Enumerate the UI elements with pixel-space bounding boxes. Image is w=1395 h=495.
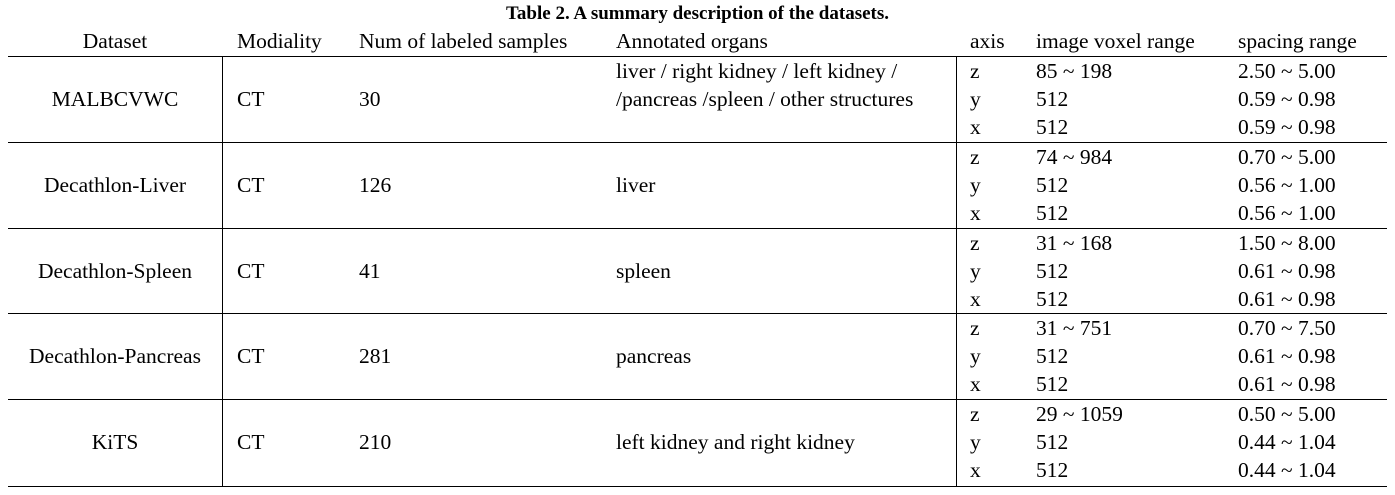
- num-samples-value: 126: [359, 173, 392, 197]
- voxel-y: 512: [1036, 344, 1069, 368]
- header-axis: axis: [970, 29, 1005, 53]
- voxel-z: 85 ~ 198: [1036, 59, 1113, 83]
- axis-x: x: [970, 458, 981, 482]
- rule-vertical-organs: [956, 56, 957, 486]
- organs-value: spleen: [616, 259, 671, 283]
- header-num-samples: Num of labeled samples: [359, 29, 568, 53]
- dataset-name: MALBCVWC: [51, 87, 179, 111]
- header-voxel-range: image voxel range: [1036, 29, 1195, 53]
- dataset-name: Decathlon-Spleen: [37, 259, 193, 283]
- spacing-z: 1.50 ~ 8.00: [1238, 231, 1336, 255]
- dataset-name: Decathlon-Pancreas: [29, 344, 201, 368]
- spacing-z: 0.70 ~ 5.00: [1238, 145, 1336, 169]
- voxel-x: 512: [1036, 287, 1069, 311]
- voxel-z: 31 ~ 751: [1036, 316, 1113, 340]
- spacing-x: 0.61 ~ 0.98: [1238, 372, 1336, 396]
- modality-value: CT: [237, 173, 265, 197]
- spacing-y: 0.44 ~ 1.04: [1238, 430, 1336, 454]
- table-row: Decathlon-Pancreas CT 281 pancreas z y x…: [0, 313, 1395, 399]
- organs-value: liver: [616, 173, 656, 197]
- voxel-x: 512: [1036, 201, 1069, 225]
- axis-z: z: [970, 59, 980, 83]
- voxel-z: 31 ~ 168: [1036, 231, 1113, 255]
- spacing-y: 0.56 ~ 1.00: [1238, 173, 1336, 197]
- spacing-y: 0.59 ~ 0.98: [1238, 87, 1336, 111]
- voxel-x: 512: [1036, 115, 1069, 139]
- modality-value: CT: [237, 430, 265, 454]
- rule-vertical-dataset: [222, 56, 223, 486]
- axis-x: x: [970, 115, 981, 139]
- spacing-x: 0.61 ~ 0.98: [1238, 287, 1336, 311]
- modality-value: CT: [237, 344, 265, 368]
- voxel-z: 29 ~ 1059: [1036, 402, 1123, 426]
- axis-z: z: [970, 316, 980, 340]
- voxel-x: 512: [1036, 458, 1069, 482]
- modality-value: CT: [237, 87, 265, 111]
- header-modality: Modiality: [237, 29, 322, 53]
- voxel-y: 512: [1036, 430, 1069, 454]
- organs-value: left kidney and right kidney: [616, 430, 855, 454]
- axis-y: y: [970, 430, 981, 454]
- num-samples-value: 210: [359, 430, 392, 454]
- organs-value: pancreas: [616, 344, 692, 368]
- table-caption: Table 2. A summary description of the da…: [505, 3, 889, 24]
- header-organs: Annotated organs: [616, 29, 768, 53]
- header-dataset: Dataset: [82, 29, 148, 53]
- spacing-z: 0.50 ~ 5.00: [1238, 402, 1336, 426]
- table-row: Decathlon-Liver CT 126 liver z y x 74 ~ …: [0, 142, 1395, 228]
- header-spacing-range: spacing range: [1238, 29, 1357, 53]
- num-samples-value: 30: [359, 87, 381, 111]
- spacing-x: 0.59 ~ 0.98: [1238, 115, 1336, 139]
- axis-y: y: [970, 173, 981, 197]
- spacing-y: 0.61 ~ 0.98: [1238, 259, 1336, 283]
- modality-value: CT: [237, 259, 265, 283]
- spacing-z: 0.70 ~ 7.50: [1238, 316, 1336, 340]
- voxel-y: 512: [1036, 259, 1069, 283]
- rule-row4-bottom: [8, 399, 1387, 400]
- axis-x: x: [970, 372, 981, 396]
- dataset-name: Decathlon-Liver: [43, 173, 187, 197]
- axis-z: z: [970, 231, 980, 255]
- voxel-y: 512: [1036, 87, 1069, 111]
- voxel-z: 74 ~ 984: [1036, 145, 1113, 169]
- axis-y: y: [970, 344, 981, 368]
- rule-header-bottom: [8, 56, 1387, 57]
- axis-z: z: [970, 145, 980, 169]
- num-samples-value: 281: [359, 344, 392, 368]
- axis-x: x: [970, 201, 981, 225]
- dataset-name: KiTS: [91, 430, 139, 454]
- axis-x: x: [970, 287, 981, 311]
- spacing-z: 2.50 ~ 5.00: [1238, 59, 1336, 83]
- axis-y: y: [970, 259, 981, 283]
- table-row: Decathlon-Spleen CT 41 spleen z y x 31 ~…: [0, 228, 1395, 313]
- spacing-x: 0.56 ~ 1.00: [1238, 201, 1336, 225]
- rule-row3-bottom: [8, 313, 1387, 314]
- spacing-x: 0.44 ~ 1.04: [1238, 458, 1336, 482]
- voxel-y: 512: [1036, 173, 1069, 197]
- rule-table-bottom: [8, 486, 1387, 487]
- organs-value: liver / right kidney / left kidney /: [616, 59, 898, 83]
- axis-y: y: [970, 87, 981, 111]
- num-samples-value: 41: [359, 259, 381, 283]
- organs-value-line2: /pancreas /spleen / other structures: [616, 87, 914, 111]
- table-row: KiTS CT 210 left kidney and right kidney…: [0, 399, 1395, 486]
- rule-row1-bottom: [8, 142, 1387, 143]
- spacing-y: 0.61 ~ 0.98: [1238, 344, 1336, 368]
- table-row: MALBCVWC CT 30 liver / right kidney / le…: [0, 56, 1395, 142]
- voxel-x: 512: [1036, 372, 1069, 396]
- rule-row2-bottom: [8, 228, 1387, 229]
- axis-z: z: [970, 402, 980, 426]
